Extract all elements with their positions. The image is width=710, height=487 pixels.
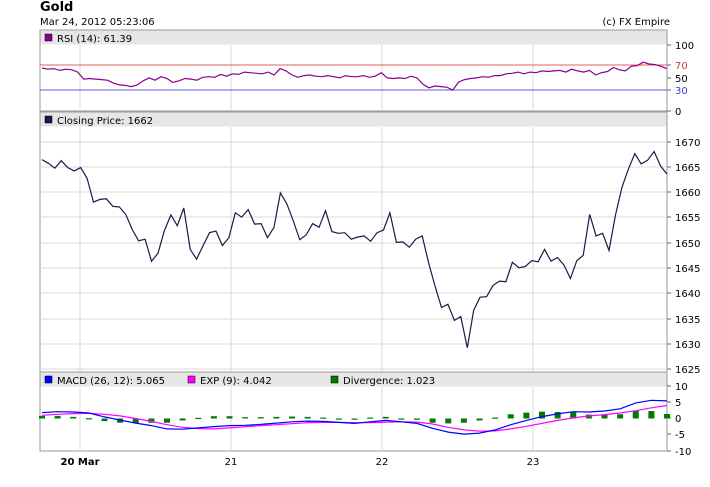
macd-ytick-label: -10	[675, 447, 691, 458]
divergence-bar	[601, 414, 608, 419]
price-ytick-label: 1640	[675, 289, 700, 300]
divergence-bar	[351, 418, 358, 420]
divergence-bar	[210, 416, 217, 419]
closing-price-line	[41, 150, 668, 348]
divergence-bar	[367, 417, 374, 419]
divergence-bar	[492, 417, 499, 419]
price-ytick-label: 1625	[675, 365, 700, 376]
divergence-bar	[226, 416, 233, 419]
divergence-bar	[289, 416, 295, 419]
timestamp: Mar 24, 2012 05:23:06	[40, 17, 155, 28]
divergence-bar	[398, 418, 405, 420]
macd-ytick-label: 5	[675, 398, 681, 409]
rsi-ytick-label: 50	[675, 74, 688, 85]
exp-line	[41, 404, 668, 432]
divergence-bar	[164, 418, 170, 423]
divergence-bar	[85, 418, 92, 420]
divergence-bar	[242, 417, 249, 419]
macd-legend-swatch	[330, 375, 339, 384]
divergence-bar	[617, 414, 624, 419]
divergence-bar	[523, 412, 530, 419]
divergence-bar	[54, 415, 61, 419]
macd-ytick-label: -5	[675, 430, 685, 441]
divergence-bar	[507, 414, 514, 419]
macd-legend-swatch	[44, 375, 53, 384]
divergence-bar	[585, 414, 592, 419]
price-ytick-label: 1660	[675, 188, 700, 199]
x-axis-label: 22	[376, 457, 389, 468]
price-ytick-label: 1630	[675, 340, 700, 351]
divergence-bar	[304, 416, 311, 419]
divergence-bar	[382, 416, 389, 419]
price-panel-frame	[39, 111, 668, 373]
divergence-bar	[132, 418, 139, 424]
macd-legend-swatch	[187, 375, 196, 384]
price-ytick-label: 1650	[675, 239, 700, 250]
price-legend-swatch	[44, 115, 53, 124]
divergence-bar	[273, 416, 280, 419]
price-ytick-label: 1665	[675, 163, 700, 174]
price-panel-header	[40, 112, 667, 127]
chart-title: Gold	[40, 0, 74, 15]
x-axis-label: 20 Mar	[60, 457, 99, 468]
rsi-legend-label: RSI (14): 61.39	[57, 34, 132, 45]
divergence-bar	[539, 411, 545, 419]
price-ytick-label: 1655	[675, 213, 700, 224]
rsi-panel-header	[40, 30, 667, 45]
divergence-bar	[632, 410, 639, 419]
rsi-ytick-label: 100	[675, 41, 694, 52]
divergence-bar	[195, 417, 202, 420]
divergence-bar	[414, 418, 420, 420]
macd-legend-label: MACD (26, 12): 5.065	[57, 376, 165, 387]
rsi-line	[41, 61, 668, 91]
price-ytick-label: 1645	[675, 264, 700, 275]
divergence-bar	[648, 411, 655, 419]
rsi-ytick-label: 0	[675, 107, 681, 118]
divergence-bar	[70, 416, 77, 419]
divergence-bar	[429, 418, 436, 423]
divergence-bar	[570, 412, 577, 419]
divergence-bar	[554, 412, 561, 419]
divergence-bar	[39, 415, 45, 419]
divergence-bar	[179, 418, 186, 421]
macd-line	[41, 399, 668, 435]
divergence-bar	[320, 417, 327, 419]
credit-label: (c) FX Empire	[602, 17, 671, 28]
divergence-bar	[335, 418, 342, 420]
macd-legend-label: EXP (9): 4.042	[200, 376, 272, 387]
rsi-ytick-label: 70	[675, 61, 688, 72]
x-axis-label: 21	[225, 457, 238, 468]
divergence-bar	[101, 418, 108, 422]
divergence-bar	[664, 413, 670, 419]
macd-panel-header	[40, 372, 667, 387]
divergence-bar	[460, 418, 467, 423]
divergence-bar	[257, 417, 264, 419]
macd-ytick-label: 10	[675, 382, 688, 393]
rsi-legend-swatch	[44, 33, 53, 42]
divergence-bar	[148, 418, 155, 423]
divergence-bar	[476, 418, 483, 421]
macd-legend-label: Divergence: 1.023	[343, 376, 435, 387]
price-ytick-label: 1670	[675, 138, 700, 149]
divergence-bar	[445, 418, 452, 424]
price-ytick-label: 1635	[675, 315, 700, 326]
price-legend-label: Closing Price: 1662	[57, 116, 153, 127]
x-axis-label: 23	[527, 457, 540, 468]
macd-ytick-label: 0	[675, 414, 681, 425]
rsi-ytick-label: 30	[675, 86, 688, 97]
